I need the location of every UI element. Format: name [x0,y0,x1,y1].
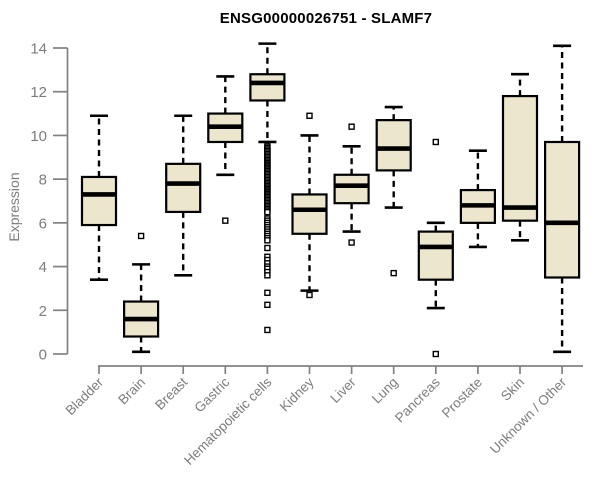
x-tick-label: Lung [369,375,401,407]
outlier-point [137,232,145,240]
y-tick-label: 2 [39,303,47,320]
x-tick-label: Brain [115,375,148,408]
outlier-point [432,350,439,358]
x-tick-label: Pancreas [392,374,443,425]
x-tick-label: Breast [152,374,190,412]
y-tick-label: 14 [30,41,47,58]
x-tick-label: Prostate [439,375,485,421]
y-tick-label: 4 [39,259,47,276]
iqr-box [80,175,118,227]
iqr-box [501,94,539,222]
box-group-gastric [207,75,244,224]
outlier-point [390,269,397,277]
outlier-point [348,239,355,246]
y-tick-label: 8 [39,172,47,189]
box-group-unknown-other [543,44,581,354]
outlier-point [264,208,271,216]
outlier-point [432,138,439,146]
iqr-box [249,73,286,102]
iqr-box [543,140,581,279]
x-tick-label: Gastric [192,374,233,415]
iqr-box [417,230,454,281]
box-group-kidney [291,112,328,299]
outlier-point [264,272,271,279]
outlier-point [264,237,271,244]
chart-title: ENSG00000026751 - SLAMF7 [219,10,433,27]
y-tick-label: 0 [39,347,47,364]
iqr-box [375,119,412,172]
outlier-point [306,291,313,299]
x-tick-label: Liver [327,374,359,406]
x-tick-label: Bladder [63,374,107,418]
outlier-point [264,244,271,252]
box-group-liver [333,123,370,246]
box-group-prostate [459,149,496,249]
outlier-point [222,217,229,224]
box-group-pancreas [417,138,454,358]
box-group-lung [375,105,412,277]
box-group-hematopoietic-cells [249,42,286,334]
box-group-bladder [80,114,118,281]
iqr-box [291,193,328,235]
box-group-brain [122,232,160,354]
x-tick-label: Unknown / Other [487,374,570,457]
y-tick-label: 6 [39,215,47,232]
outlier-point [264,326,271,334]
outlier-point [264,301,271,309]
x-tick-label: Skin [498,375,527,404]
y-tick-label: 10 [30,128,47,145]
iqr-box [165,162,202,214]
y-tick-label: 12 [30,84,47,101]
outlier-point [264,289,271,296]
box-group-skin [501,72,539,242]
outlier-point [306,112,313,119]
box-group-breast [165,114,202,277]
outlier-point [348,123,355,130]
x-tick-label: Kidney [277,374,317,414]
iqr-box [333,173,370,205]
